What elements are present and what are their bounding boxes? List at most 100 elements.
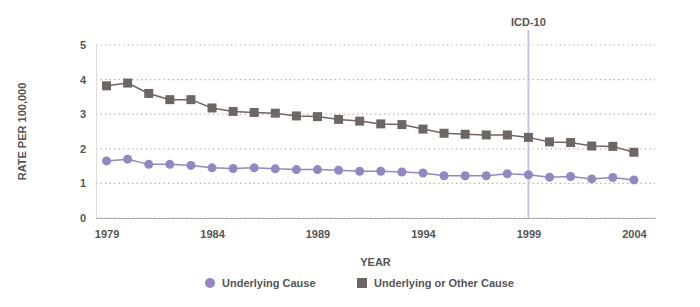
y-tick-label: 4 bbox=[80, 74, 87, 86]
marker bbox=[418, 125, 427, 134]
annotation-label: ICD-10 bbox=[511, 16, 546, 28]
marker bbox=[334, 115, 343, 124]
legend-label: Underlying or Other Cause bbox=[374, 277, 514, 289]
annotation-line bbox=[527, 30, 529, 218]
x-tick-label: 1994 bbox=[411, 228, 436, 240]
grid-line bbox=[96, 217, 655, 218]
marker bbox=[482, 130, 491, 139]
marker bbox=[461, 171, 470, 180]
y-tick-label: 2 bbox=[80, 143, 86, 155]
marker bbox=[186, 95, 195, 104]
marker bbox=[545, 137, 554, 146]
chart-container: 0 1 2 3 4 5 1979 1984 1989 1994 1999 2004 YEAR RATE P… bbox=[0, 0, 700, 307]
marker bbox=[566, 138, 575, 147]
grid-line bbox=[96, 114, 655, 115]
x-tick-label: 1999 bbox=[517, 228, 541, 240]
marker bbox=[229, 164, 238, 173]
marker bbox=[587, 142, 596, 151]
grid-line bbox=[96, 148, 655, 149]
marker bbox=[440, 129, 449, 138]
y-axis-title: RATE PER 100,000 bbox=[16, 83, 28, 181]
marker bbox=[144, 160, 153, 169]
marker bbox=[629, 148, 638, 157]
x-tick: 1989 bbox=[306, 218, 330, 240]
marker bbox=[376, 119, 385, 128]
marker bbox=[418, 169, 427, 178]
marker bbox=[629, 175, 638, 184]
y-tick: 5 bbox=[80, 39, 96, 51]
grid-line bbox=[96, 44, 655, 45]
marker bbox=[334, 166, 343, 175]
marker bbox=[186, 161, 195, 170]
x-tick-label: 2004 bbox=[622, 228, 647, 240]
marker bbox=[608, 173, 617, 182]
marker bbox=[545, 173, 554, 182]
x-axis-title: YEAR bbox=[360, 256, 391, 268]
y-tick-label: 0 bbox=[80, 212, 86, 224]
y-axis-line bbox=[96, 46, 97, 219]
marker bbox=[355, 167, 364, 176]
marker bbox=[250, 163, 259, 172]
y-tick-label: 1 bbox=[80, 177, 86, 189]
marker bbox=[397, 120, 406, 129]
grid-line bbox=[96, 79, 655, 80]
marker bbox=[440, 171, 449, 180]
y-tick-label: 3 bbox=[80, 108, 86, 120]
x-axis-line bbox=[97, 218, 656, 219]
marker bbox=[587, 174, 596, 183]
marker bbox=[292, 165, 301, 174]
grid bbox=[96, 45, 655, 218]
plot-area bbox=[102, 79, 638, 185]
series-markers bbox=[102, 155, 638, 185]
x-tick: 1984 bbox=[200, 218, 225, 240]
marker bbox=[123, 155, 132, 164]
marker bbox=[313, 112, 322, 121]
marker bbox=[102, 156, 111, 165]
grid-line bbox=[96, 183, 655, 184]
y-tick: 3 bbox=[80, 108, 96, 120]
x-tick: 1999 bbox=[517, 218, 541, 240]
marker bbox=[524, 170, 533, 179]
marker bbox=[608, 142, 617, 151]
series-line bbox=[107, 159, 634, 180]
marker bbox=[271, 109, 280, 118]
marker bbox=[503, 130, 512, 139]
marker bbox=[208, 163, 217, 172]
marker bbox=[397, 167, 406, 176]
marker bbox=[355, 117, 364, 126]
marker bbox=[503, 169, 512, 178]
y-tick: 1 bbox=[80, 177, 96, 189]
x-axis: 1979 1984 1989 1994 1999 2004 bbox=[95, 218, 656, 240]
marker bbox=[165, 160, 174, 169]
marker bbox=[123, 79, 132, 88]
legend-symbol bbox=[205, 278, 215, 288]
marker bbox=[250, 108, 259, 117]
marker bbox=[376, 167, 385, 176]
x-tick: 1994 bbox=[411, 218, 436, 240]
marker bbox=[271, 164, 280, 173]
marker bbox=[461, 130, 470, 139]
legend-symbol bbox=[357, 278, 367, 288]
marker bbox=[165, 95, 174, 104]
y-tick: 4 bbox=[80, 74, 96, 86]
x-tick: 1979 bbox=[95, 218, 119, 240]
marker bbox=[292, 111, 301, 120]
marker bbox=[102, 81, 111, 90]
marker bbox=[524, 133, 533, 142]
marker bbox=[566, 172, 575, 181]
marker bbox=[482, 171, 491, 180]
x-tick: 2004 bbox=[622, 218, 647, 240]
marker bbox=[144, 89, 153, 98]
legend-label: Underlying Cause bbox=[222, 277, 316, 289]
y-tick-label: 5 bbox=[80, 39, 86, 51]
series-line bbox=[107, 83, 634, 152]
y-tick: 0 bbox=[80, 212, 96, 224]
legend: Underlying Cause Underlying or Other Caus… bbox=[205, 277, 514, 289]
x-tick-label: 1979 bbox=[95, 228, 119, 240]
y-tick: 2 bbox=[80, 143, 96, 155]
marker bbox=[208, 103, 217, 112]
x-tick-label: 1984 bbox=[200, 228, 225, 240]
chart-svg: 0 1 2 3 4 5 1979 1984 1989 1994 1999 2004 YEAR RATE P… bbox=[0, 0, 700, 307]
series-markers bbox=[102, 79, 638, 157]
y-axis: 0 1 2 3 4 5 bbox=[80, 39, 97, 224]
